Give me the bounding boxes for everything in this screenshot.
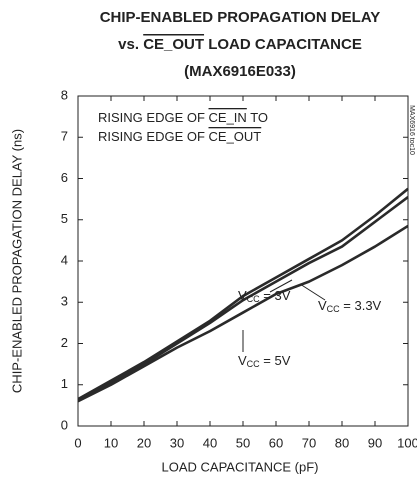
x-tick-label: 80 bbox=[335, 435, 349, 450]
label-part: = 3.3V bbox=[340, 298, 382, 313]
title-part: LOAD CAPACITANCE bbox=[204, 36, 362, 53]
series-line bbox=[77, 224, 409, 403]
x-tick-label: 60 bbox=[269, 435, 283, 450]
label-part: CC bbox=[247, 359, 260, 369]
x-tick-label: 20 bbox=[137, 435, 151, 450]
series-label: VCC = 5V bbox=[238, 353, 291, 369]
label-part: V bbox=[238, 353, 247, 368]
chart-title: (MAX6916E033) bbox=[184, 63, 296, 80]
y-tick-label: 8 bbox=[61, 87, 68, 102]
note-part: TO bbox=[247, 110, 268, 125]
note-part: CE_OUT bbox=[209, 129, 262, 144]
series-label: VCC = 3V bbox=[238, 288, 291, 304]
y-tick-label: 7 bbox=[61, 129, 68, 144]
x-tick-label: 10 bbox=[104, 435, 118, 450]
series-label: VCC = 3.3V bbox=[318, 298, 382, 314]
y-tick-label: 6 bbox=[61, 170, 68, 185]
label-part: = 3V bbox=[260, 288, 291, 303]
note-part: CE_IN bbox=[209, 110, 247, 125]
x-tick-label: 70 bbox=[302, 435, 316, 450]
note-text: RISING EDGE OF CE_OUT bbox=[98, 129, 261, 144]
title-part: CE_OUT bbox=[143, 36, 204, 53]
note-text: RISING EDGE OF CE_IN TO bbox=[98, 110, 268, 125]
title-part: vs. bbox=[118, 36, 143, 53]
chart-title: vs. CE_OUT LOAD CAPACITANCE bbox=[118, 36, 362, 53]
note-part: RISING EDGE OF bbox=[98, 110, 209, 125]
y-tick-label: 3 bbox=[61, 294, 68, 309]
x-tick-label: 0 bbox=[74, 435, 81, 450]
y-axis-label: CHIP-ENABLED PROPAGATION DELAY (ns) bbox=[9, 129, 24, 393]
x-axis-label: LOAD CAPACITANCE (pF) bbox=[162, 459, 319, 474]
annotation-leader bbox=[269, 279, 293, 293]
x-tick-label: 50 bbox=[236, 435, 250, 450]
x-tick-label: 90 bbox=[368, 435, 382, 450]
y-tick-label: 1 bbox=[61, 376, 68, 391]
note-box bbox=[92, 106, 300, 150]
y-tick-label: 5 bbox=[61, 211, 68, 226]
chart-title: CHIP-ENABLED PROPAGATION DELAY bbox=[100, 9, 381, 26]
label-part: V bbox=[238, 288, 247, 303]
y-tick-label: 0 bbox=[61, 417, 68, 432]
label-part: CC bbox=[327, 304, 340, 314]
annotation-leader bbox=[299, 283, 326, 301]
label-part: CC bbox=[247, 294, 260, 304]
y-tick-label: 4 bbox=[61, 252, 68, 267]
y-tick-label: 2 bbox=[61, 335, 68, 350]
note-part: RISING EDGE OF bbox=[98, 129, 209, 144]
x-tick-label: 100 bbox=[397, 435, 417, 450]
toc-label: MAX6916 toc10 bbox=[408, 105, 415, 155]
label-part: V bbox=[318, 298, 327, 313]
series-line bbox=[77, 196, 409, 402]
label-part: = 5V bbox=[260, 353, 291, 368]
x-tick-label: 40 bbox=[203, 435, 217, 450]
x-tick-label: 30 bbox=[170, 435, 184, 450]
series-line bbox=[77, 187, 409, 401]
